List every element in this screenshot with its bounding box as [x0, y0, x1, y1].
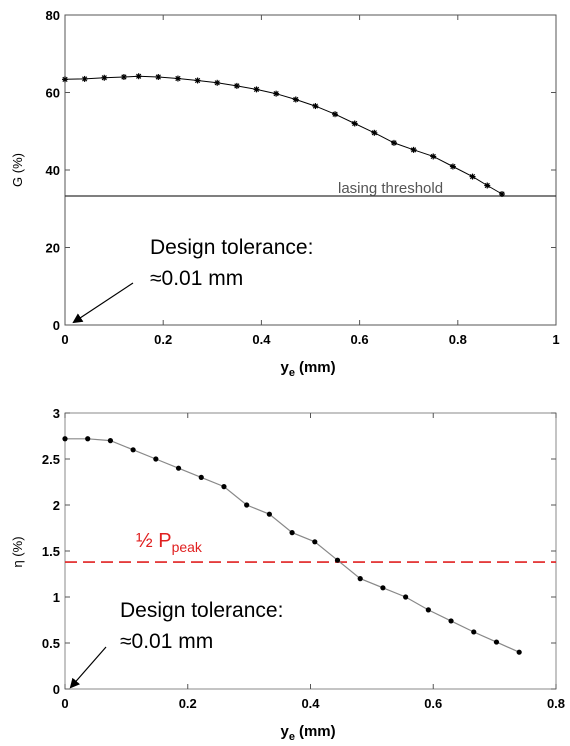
- x-axis-symbol: y: [281, 359, 290, 376]
- data-point: [469, 173, 476, 180]
- data-point: [403, 594, 409, 600]
- y-tick-label: 80: [46, 8, 60, 23]
- x-axis-subscript: e: [289, 367, 295, 379]
- y-tick-label: 0.5: [42, 636, 60, 651]
- y-tick-label: 2: [53, 498, 60, 513]
- y-tick-label: 0: [53, 682, 60, 697]
- x-tick-label: 0.2: [179, 696, 197, 711]
- y-tick-label: 1.5: [42, 544, 60, 559]
- efficiency-x-axis-label: ye (mm): [281, 723, 336, 743]
- data-point: [390, 139, 397, 146]
- gain-y-axis-label: G (%): [10, 153, 25, 187]
- y-tick-label: 60: [46, 86, 60, 101]
- data-point: [153, 456, 159, 462]
- data-point: [101, 74, 108, 81]
- design-tolerance-value: ≈0.01 mm: [120, 630, 213, 653]
- x-tick-label: 0.8: [449, 332, 467, 347]
- data-point: [292, 96, 299, 103]
- data-point: [266, 511, 272, 517]
- data-point: [175, 465, 182, 471]
- data-point: [273, 90, 280, 97]
- x-axis-unit: (mm): [299, 723, 336, 740]
- data-point: [484, 182, 491, 189]
- tolerance-arrow: [69, 646, 107, 689]
- efficiency-y-axis-label: η (%): [10, 536, 25, 567]
- x-axis-subscript: e: [289, 731, 295, 743]
- efficiency-chart: 0 0.5 1 1.5 2 2.5 3 0 0.2 0.4 0.6 0.8 ½ Ppeak η (%…: [10, 406, 565, 743]
- x-tick-label: 0: [61, 696, 68, 711]
- data-point: [198, 474, 204, 480]
- design-tolerance-label: Design tolerance:: [150, 236, 313, 259]
- half-peak-main: ½ P: [136, 530, 172, 552]
- data-point: [449, 163, 456, 170]
- half-peak-subscript: peak: [172, 539, 203, 555]
- gain-chart: 0 20 40 60 80 0 0.2 0.4 0.6 0.8 1 lasing threshol…: [10, 8, 560, 379]
- y-tick-label: 3: [53, 406, 60, 421]
- data-point: [120, 74, 127, 80]
- data-point: [174, 75, 181, 82]
- data-point: [493, 639, 500, 645]
- y-tick-label: 1: [53, 590, 60, 605]
- data-point: [135, 73, 142, 80]
- gain-plot-frame: [64, 14, 557, 326]
- data-point: [244, 502, 250, 508]
- x-tick-label: 0.4: [301, 696, 320, 711]
- x-axis-symbol: y: [281, 723, 290, 740]
- half-peak-label: ½ Ppeak: [136, 530, 203, 555]
- data-point: [332, 111, 339, 118]
- data-point: [155, 74, 162, 80]
- data-point: [498, 191, 505, 198]
- y-tick-label: 20: [46, 241, 60, 256]
- y-tick-label: 2.5: [42, 452, 60, 467]
- data-point: [334, 557, 341, 563]
- x-tick-label: 0.6: [424, 696, 442, 711]
- lasing-threshold-label: lasing threshold: [338, 180, 443, 197]
- data-point: [81, 75, 88, 82]
- x-tick-label: 0.4: [252, 332, 271, 347]
- data-point: [221, 484, 227, 490]
- tolerance-arrow: [72, 282, 134, 324]
- y-tick-label: 0: [53, 318, 60, 333]
- data-point: [107, 438, 114, 444]
- data-point: [448, 618, 454, 624]
- x-tick-label: 0.8: [547, 696, 565, 711]
- data-point: [425, 607, 431, 613]
- data-point: [194, 77, 201, 84]
- data-point: [471, 629, 477, 635]
- data-point: [130, 447, 136, 453]
- data-point: [371, 129, 378, 136]
- data-point: [85, 436, 91, 442]
- data-point: [62, 436, 68, 442]
- x-tick-label: 0.2: [154, 332, 172, 347]
- gain-x-axis-label: ye (mm): [281, 359, 336, 379]
- data-point: [430, 153, 437, 160]
- data-point: [62, 76, 68, 83]
- data-point: [410, 146, 417, 153]
- design-tolerance-value: ≈0.01 mm: [150, 267, 243, 290]
- data-point: [312, 103, 319, 110]
- gain-series-line: [64, 75, 503, 195]
- data-point: [253, 86, 260, 93]
- data-point: [516, 649, 522, 655]
- data-point: [357, 576, 363, 582]
- data-point: [380, 585, 386, 591]
- data-point: [312, 539, 318, 545]
- data-point: [289, 530, 295, 536]
- design-tolerance-label: Design tolerance:: [120, 599, 283, 622]
- x-tick-label: 1: [552, 332, 559, 347]
- y-tick-label: 40: [46, 163, 60, 178]
- data-point: [214, 79, 221, 86]
- x-tick-label: 0.6: [351, 332, 369, 347]
- data-point: [351, 120, 358, 127]
- x-axis-unit: (mm): [299, 359, 336, 376]
- data-point: [233, 82, 240, 89]
- x-tick-label: 0: [61, 332, 68, 347]
